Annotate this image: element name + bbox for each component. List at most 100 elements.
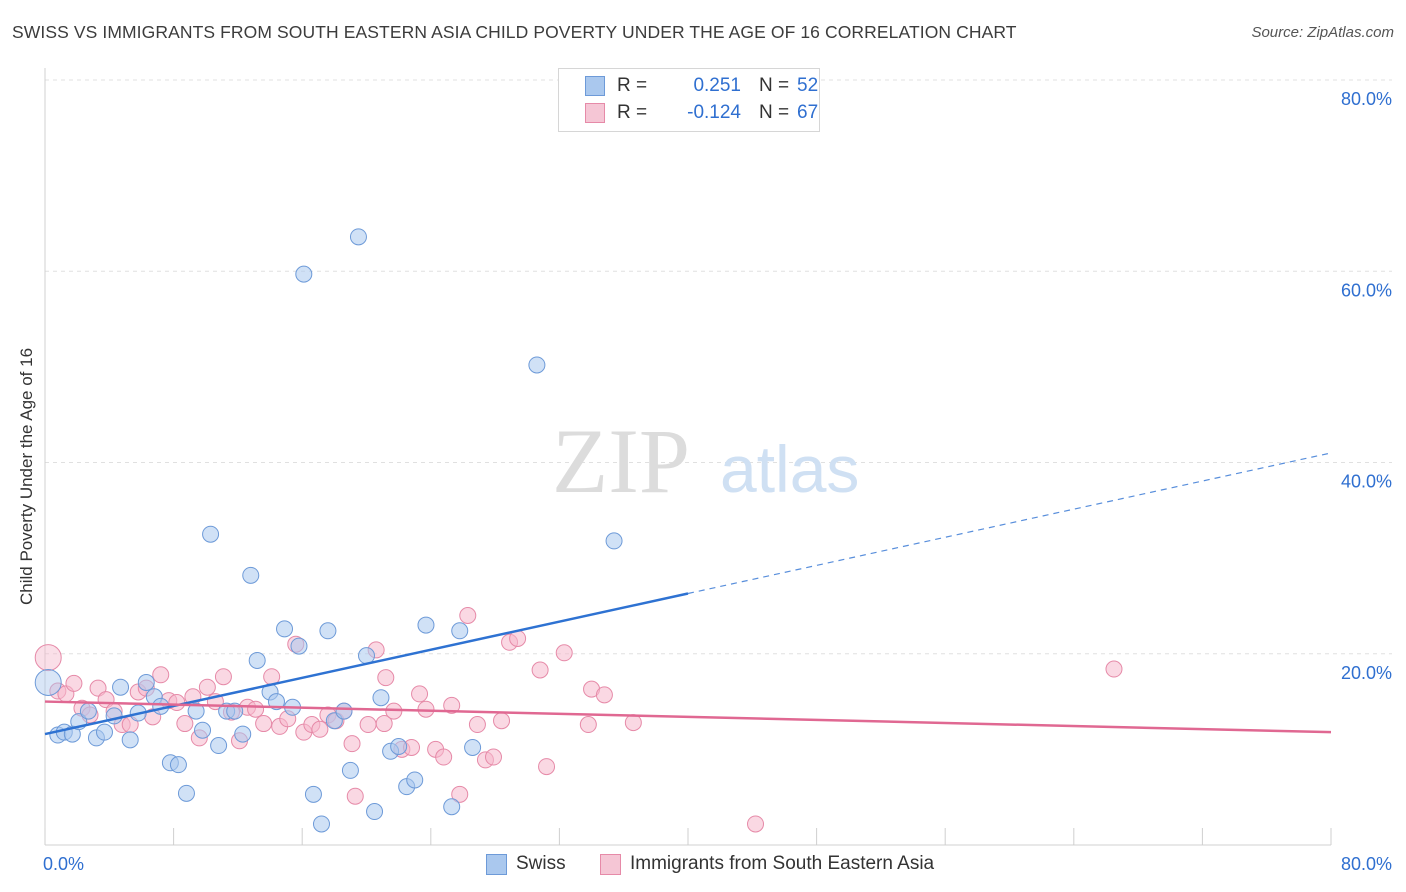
n-value: 52 [797,75,819,96]
swiss-point [267,693,285,711]
swiss-point [464,738,482,756]
swiss-trend-line [44,592,689,736]
asia-swatch [585,103,605,123]
y-tick-label: 40.0% [1341,472,1392,492]
swiss-point [349,228,367,246]
y-tick-label: 80.0% [1341,89,1392,109]
asia-point [198,678,216,696]
gridlines [45,79,1392,655]
series-asia-points [34,607,1123,833]
n-label: N = [759,75,790,96]
swiss-point [137,673,155,691]
swiss-point [121,731,139,749]
watermark-zip: ZIP [552,410,690,512]
r-value: -0.124 [687,102,741,123]
axes [44,68,1332,846]
swiss-point [187,702,205,720]
y-axis-label: Child Poverty Under the Age of 16 [17,347,36,605]
swiss-point [304,785,322,803]
swiss-point [95,723,113,741]
asia-point [747,815,765,833]
r-value: 0.251 [693,75,741,96]
swiss-point [105,707,123,725]
y-tick-label: 20.0% [1341,663,1392,683]
asia-point [595,686,613,704]
swiss-point [295,265,313,283]
watermark: ZIP atlas [552,410,859,512]
asia-point [555,644,573,662]
asia-point [346,787,364,805]
swiss-point [34,668,62,696]
swiss-point [341,761,359,779]
x-tick-label: 0.0% [43,854,84,874]
swiss-point [248,651,266,669]
asia-point [459,607,477,624]
swiss-point [358,647,375,665]
swiss-swatch [585,76,605,96]
asia-point [152,666,170,684]
asia-point [311,720,329,738]
swiss-point [390,738,408,756]
swiss-point [319,622,337,640]
asia-point [176,715,194,733]
y-tick-label: 60.0% [1341,280,1392,300]
swiss-point [290,637,308,655]
asia-point [435,748,453,766]
correlation-legend: R = 0.251 N = 52 R = -0.124 N = 67 [558,68,820,132]
swiss-point [335,702,353,720]
source-label: Source: ZipAtlas.com [1251,24,1394,41]
legend-label-swiss: Swiss [516,853,566,874]
series-swiss-points [34,228,623,833]
asia-point [247,700,265,718]
x-tick-label: 80.0% [1341,854,1392,874]
swiss-point [417,616,435,634]
n-label: N = [759,102,790,123]
swiss-point [528,356,546,374]
chart-title: SWISS VS IMMIGRANTS FROM SOUTH EASTERN A… [12,22,1017,42]
swiss-point [451,622,469,640]
asia-point [377,669,395,687]
swiss-point [169,756,187,774]
n-value: 67 [797,102,819,123]
tick-labels: 20.0% 40.0% 60.0% 80.0% 0.0% 80.0% [43,89,1392,874]
asia-trend-line [44,700,1332,734]
asia-point [343,735,361,753]
asia-point [624,714,642,732]
watermark-atlas: atlas [720,432,859,506]
asia-point [168,694,186,712]
swiss-point [406,771,424,789]
asia-point [359,716,377,734]
trend-lines [44,452,1332,736]
asia-point [484,748,502,766]
swiss-point [112,678,130,696]
swiss-point [372,689,390,707]
swiss-point [194,721,212,739]
swiss-point [79,702,97,720]
r-label: R = [617,102,648,123]
swiss-point [177,784,195,802]
asia-swatch [600,854,621,875]
swiss-swatch [486,854,507,875]
swiss-point [276,620,294,638]
asia-point [451,785,469,803]
asia-point [65,674,83,692]
asia-point [493,712,511,730]
r-label: R = [617,75,648,96]
asia-point [579,716,597,734]
swiss-point [312,815,330,833]
swiss-point [242,566,260,584]
swiss-point [605,532,623,550]
swiss-point [443,798,461,816]
asia-point [375,715,393,733]
asia-point [34,644,62,672]
swiss-point [366,803,384,821]
asia-point [468,716,486,734]
asia-point [255,715,273,733]
asia-point [443,696,461,714]
swiss-point [234,725,252,743]
asia-point [411,685,429,703]
swiss-point [202,525,220,543]
swiss-point [210,737,228,755]
legend-label-asia: Immigrants from South Eastern Asia [630,853,935,874]
